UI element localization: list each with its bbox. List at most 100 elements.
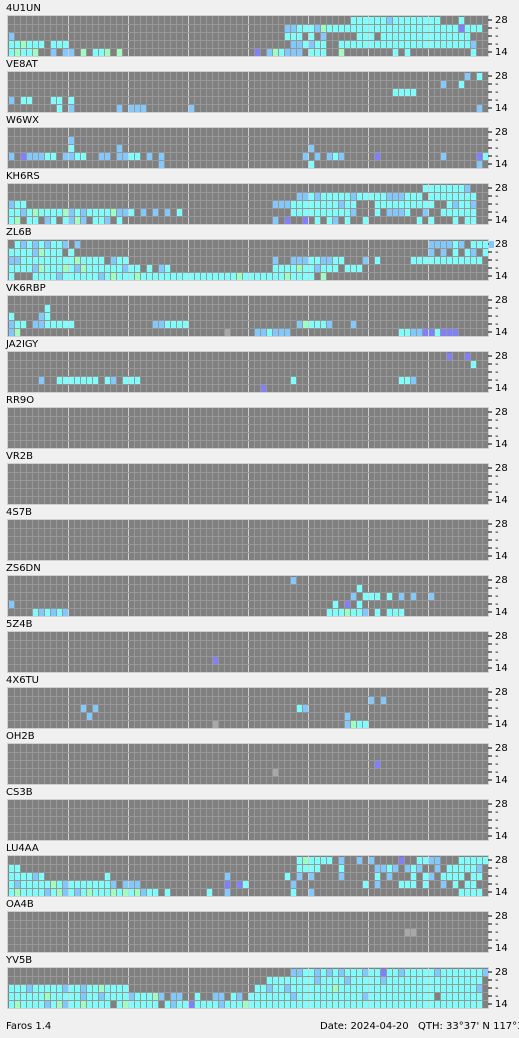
signal-cell — [399, 89, 404, 96]
signal-cell — [75, 985, 80, 992]
signal-cell — [399, 209, 404, 216]
signal-cell — [447, 977, 452, 984]
signal-cell — [57, 377, 62, 384]
signal-cell — [9, 601, 14, 608]
signal-cell — [453, 185, 458, 192]
band-label: 28 — [495, 127, 508, 138]
signal-cell — [471, 41, 476, 48]
signal-cell — [135, 265, 140, 272]
signal-cell — [255, 1001, 260, 1008]
signal-cell — [375, 761, 380, 768]
signal-cell — [477, 857, 482, 864]
signal-cell — [225, 881, 230, 888]
station-name: OA4B — [6, 899, 34, 910]
signal-cell — [15, 881, 20, 888]
signal-cell — [165, 209, 170, 216]
signal-cell — [39, 1001, 44, 1008]
signal-cell — [375, 257, 380, 264]
signal-cell — [147, 265, 152, 272]
band-label: - — [495, 255, 499, 266]
band-label: 28 — [495, 351, 508, 362]
signal-cell — [417, 17, 422, 24]
signal-cell — [69, 249, 74, 256]
signal-cell — [405, 49, 410, 56]
signal-cell — [141, 105, 146, 112]
signal-cell — [351, 17, 356, 24]
signal-cell — [387, 593, 392, 600]
signal-cell — [345, 601, 350, 608]
signal-cell — [321, 193, 326, 200]
signal-cell — [39, 241, 44, 248]
signal-cell — [27, 993, 32, 1000]
signal-cell — [387, 873, 392, 880]
signal-cell — [453, 865, 458, 872]
signal-cell — [147, 993, 152, 1000]
signal-cell — [123, 377, 128, 384]
signal-cell — [441, 81, 446, 88]
band-label: - — [495, 695, 499, 706]
signal-cell — [351, 609, 356, 616]
signal-cell — [105, 889, 110, 896]
signal-cell — [123, 881, 128, 888]
signal-cell — [309, 857, 314, 864]
signal-cell — [333, 257, 338, 264]
signal-cell — [69, 985, 74, 992]
band-label: - — [495, 647, 499, 658]
signal-cell — [417, 865, 422, 872]
signal-cell — [483, 249, 488, 256]
signal-cell — [447, 185, 452, 192]
signal-cell — [393, 89, 398, 96]
signal-cell — [417, 217, 422, 224]
signal-cell — [453, 977, 458, 984]
signal-cell — [321, 209, 326, 216]
signal-cell — [303, 257, 308, 264]
signal-cell — [213, 657, 218, 664]
signal-cell — [51, 41, 56, 48]
signal-cell — [471, 889, 476, 896]
signal-cell — [129, 377, 134, 384]
signal-cell — [99, 889, 104, 896]
signal-cell — [423, 185, 428, 192]
signal-cell — [351, 209, 356, 216]
signal-cell — [429, 1001, 434, 1008]
signal-cell — [459, 1001, 464, 1008]
signal-cell — [39, 985, 44, 992]
signal-cell — [345, 265, 350, 272]
signal-cell — [339, 969, 344, 976]
signal-cell — [399, 993, 404, 1000]
signal-cell — [129, 105, 134, 112]
signal-cell — [459, 193, 464, 200]
signal-cell — [471, 241, 476, 248]
signal-cell — [357, 721, 362, 728]
signal-cell — [477, 257, 482, 264]
band-label: 14 — [495, 719, 508, 730]
signal-cell — [33, 273, 38, 280]
signal-cell — [69, 257, 74, 264]
signal-cell — [429, 33, 434, 40]
signal-cell — [399, 857, 404, 864]
signal-cell — [411, 929, 416, 936]
signal-cell — [291, 209, 296, 216]
signal-cell — [273, 265, 278, 272]
signal-cell — [423, 17, 428, 24]
signal-cell — [327, 193, 332, 200]
signal-cell — [225, 329, 230, 336]
signal-cell — [327, 985, 332, 992]
signal-cell — [111, 881, 116, 888]
signal-cell — [69, 145, 74, 152]
signal-cell — [435, 257, 440, 264]
signal-cell — [45, 1001, 50, 1008]
signal-cell — [315, 985, 320, 992]
signal-cell — [417, 1001, 422, 1008]
signal-cell — [225, 889, 230, 896]
signal-cell — [165, 1001, 170, 1008]
signal-cell — [447, 33, 452, 40]
signal-cell — [453, 257, 458, 264]
signal-cell — [363, 217, 368, 224]
signal-cell — [21, 1001, 26, 1008]
signal-cell — [405, 25, 410, 32]
signal-cell — [117, 49, 122, 56]
signal-cell — [105, 985, 110, 992]
signal-cell — [51, 321, 56, 328]
signal-cell — [411, 257, 416, 264]
